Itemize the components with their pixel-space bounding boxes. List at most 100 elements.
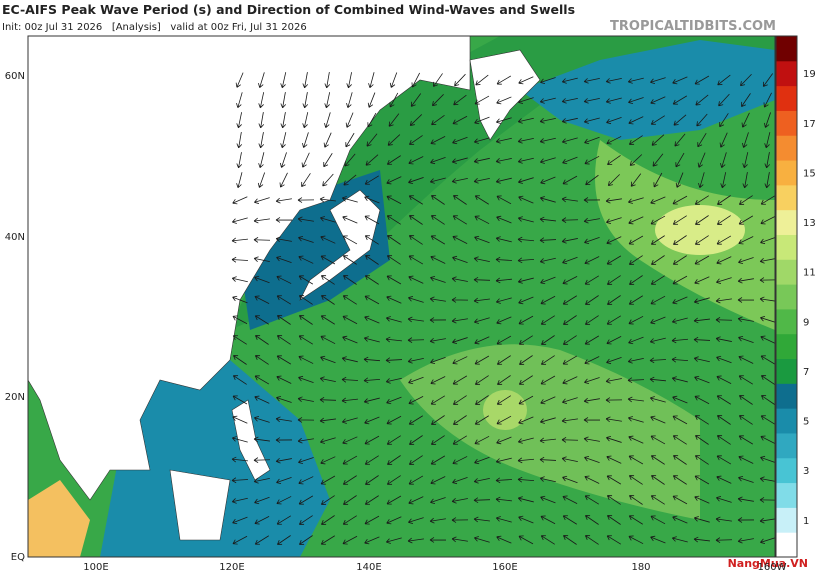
direction-arrow [386,155,401,165]
direction-arrow [741,112,750,128]
direction-arrow [759,476,775,483]
direction-arrow [495,177,512,184]
direction-arrow [431,94,444,107]
direction-arrow [671,356,689,363]
direction-arrow [452,375,468,385]
direction-arrow [302,132,309,148]
title: EC-AIFS Peak Wave Period (s) and Directi… [2,2,575,17]
direction-arrow [474,235,490,244]
lon-label: 160E [492,562,517,573]
direction-arrow [628,97,644,105]
direction-arrow [518,97,534,104]
direction-arrow [322,173,334,187]
direction-arrow [671,536,688,543]
direction-arrow [627,396,644,403]
direction-arrow [672,515,688,524]
direction-arrow [232,375,247,385]
direction-arrow [232,535,248,545]
colorbar-label: 17 [803,119,816,130]
direction-arrow [606,275,621,285]
direction-arrow [606,455,622,464]
direction-arrow [385,336,402,343]
direction-arrow [323,132,332,148]
direction-arrow [320,456,336,465]
colorbar-label: 19 [803,69,816,80]
direction-arrow [298,335,314,345]
direction-arrow [583,77,600,84]
direction-arrow [341,417,358,424]
direction-arrow [607,515,621,525]
direction-arrow [694,415,709,425]
direction-arrow [739,415,753,425]
direction-arrow [453,195,467,205]
direction-arrow [694,495,710,504]
lon-label: 160W [758,562,787,573]
direction-arrow [715,516,732,523]
direction-arrow [253,457,271,463]
direction-arrow [738,257,754,265]
direction-arrow [585,315,599,325]
direction-arrow [386,195,402,205]
direction-arrow [452,255,468,264]
direction-arrow [408,275,424,284]
direction-arrow [694,75,710,85]
direction-arrow [760,537,775,544]
direction-arrow [539,456,557,463]
direction-arrow [275,217,293,223]
direction-arrow [495,256,513,263]
direction-arrow [671,376,688,383]
direction-arrow [517,496,534,503]
colorbar-swatch [776,284,797,310]
direction-arrow [651,255,665,265]
direction-arrow [562,355,578,365]
direction-arrow [761,395,775,405]
direction-arrow [474,375,489,385]
direction-arrow [298,515,313,525]
direction-arrow [342,315,358,325]
direction-arrow [697,132,707,148]
direction-arrow [385,377,402,384]
direction-arrow [540,495,556,504]
lon-label: 180 [631,562,650,573]
direction-arrow [253,478,270,484]
direction-arrow [407,316,424,323]
direction-arrow [474,116,490,125]
direction-arrow [409,114,423,126]
direction-arrow [518,395,534,405]
colorbar-swatch [776,234,797,260]
direction-arrow [430,497,446,505]
direction-arrow [539,137,556,144]
direction-arrow [518,515,534,524]
direction-arrow [584,475,600,484]
direction-arrow [605,377,622,384]
direction-arrow [297,437,314,444]
direction-arrow [341,196,358,203]
direction-arrow [473,516,490,523]
direction-arrow [650,77,666,84]
direction-arrow [386,255,401,265]
direction-arrow [495,236,512,243]
direction-arrow [517,138,534,144]
direction-arrow [341,397,358,404]
colorbar-swatch [776,408,797,434]
direction-arrow [606,535,622,545]
direction-arrow [363,336,380,343]
direction-arrow [764,152,771,169]
direction-arrow [628,535,644,545]
direction-arrow [695,94,709,106]
direction-arrow [231,237,248,244]
direction-arrow [430,435,445,445]
direction-arrow [698,172,705,188]
direction-arrow [672,255,687,265]
direction-arrow [473,497,491,504]
subtitle: Init: 00z Jul 31 2026 [Analysis] valid a… [2,22,307,33]
direction-arrow [232,295,248,304]
direction-arrow [236,172,243,189]
direction-arrow [473,256,490,263]
direction-arrow [760,455,775,463]
direction-arrow [451,536,468,543]
direction-arrow [738,455,754,464]
direction-arrow [346,92,353,108]
direction-arrow [650,235,665,245]
direction-arrow [386,495,402,505]
